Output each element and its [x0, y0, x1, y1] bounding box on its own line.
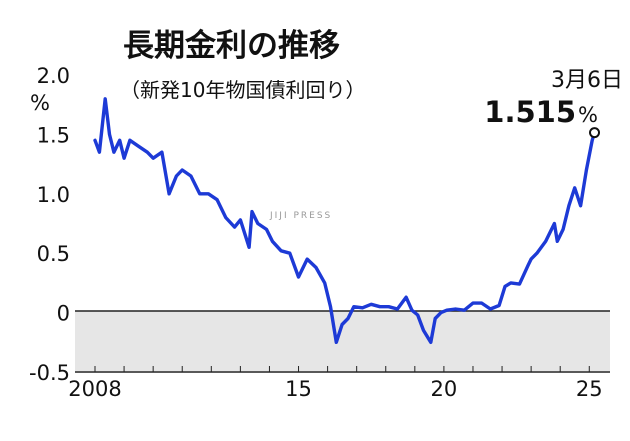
x-tick-label-2008: 2008	[68, 377, 121, 401]
x-tick-label-15: 15	[285, 377, 312, 401]
x-tick-labels: 2008 15 20 25	[68, 377, 602, 401]
x-tick-marks	[94, 366, 590, 372]
annotation-value-label: 1.515%	[484, 95, 598, 129]
y-tick-label-1: 1.5	[37, 123, 70, 147]
y-tick-label-5: -0.5	[29, 361, 70, 385]
y-tick-label-0: 2.0	[37, 64, 70, 88]
y-axis-unit: %	[30, 91, 50, 115]
chart-title: 長期金利の推移	[123, 28, 340, 64]
x-tick-label-25: 25	[576, 377, 603, 401]
credit-watermark: JIJI PRESS	[269, 211, 332, 221]
latest-value-marker	[589, 127, 601, 139]
chart-subtitle: （新発10年物国債利回り）	[120, 78, 365, 102]
y-tick-labels: 2.0 1.5 1.0 0.5 0 -0.5	[29, 64, 70, 385]
series-line-yield	[93, 97, 597, 344]
y-tick-label-2: 1.0	[37, 183, 70, 207]
negative-region-shading	[75, 311, 610, 371]
y-tick-label-4: 0	[57, 302, 70, 326]
x-tick-label-20: 20	[431, 377, 458, 401]
y-tick-label-3: 0.5	[37, 242, 70, 266]
annotation-value: 1.515	[484, 95, 576, 129]
annotation-unit: %	[578, 103, 598, 127]
annotation-date: 3月6日	[551, 68, 623, 93]
